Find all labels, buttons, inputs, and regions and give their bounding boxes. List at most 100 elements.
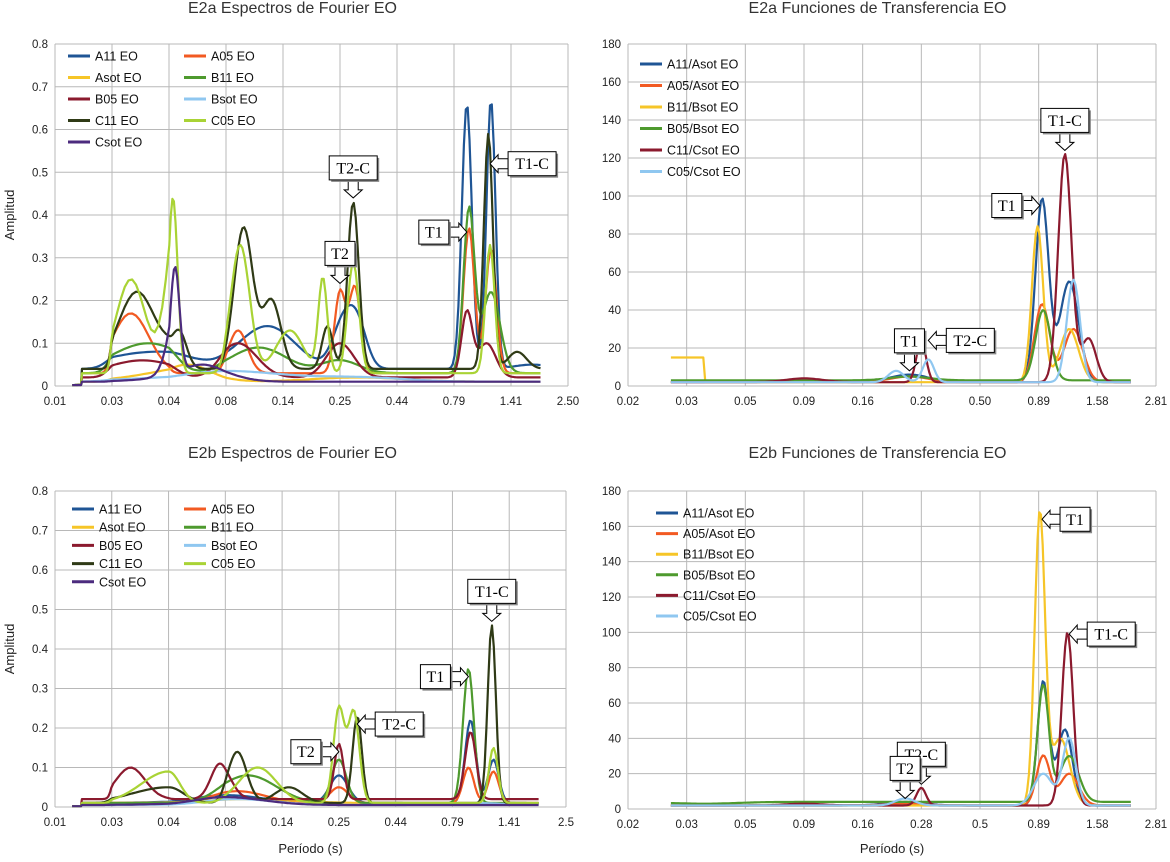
chart-title: E2a Espectros de Fourier EO bbox=[188, 0, 397, 17]
y-tick-label: 0.3 bbox=[32, 253, 48, 265]
annotation-arrow bbox=[1041, 508, 1061, 530]
legend-label: A11/Asot EO bbox=[667, 58, 739, 72]
legend-label: B05/Bsot EO bbox=[683, 568, 756, 582]
y-tick-label: 20 bbox=[608, 343, 621, 355]
y-tick-label: 0.3 bbox=[32, 684, 48, 696]
series-line-a11-eo bbox=[72, 103, 541, 387]
annotation-callout: T2-C bbox=[927, 327, 997, 355]
series-line-csot-eo bbox=[72, 796, 539, 808]
x-tick-label: 0.89 bbox=[1027, 396, 1049, 408]
annotations: T1-C T2-C T1 T2 bbox=[324, 151, 559, 285]
y-tick-label: 140 bbox=[602, 115, 621, 127]
annotation-callout: T1 bbox=[418, 219, 468, 247]
y-tick-label: 0 bbox=[615, 381, 621, 393]
x-tick-label: 0.5 bbox=[972, 819, 988, 831]
grid bbox=[54, 490, 567, 808]
series-line-csot-eo bbox=[72, 266, 541, 387]
annotation-arrow bbox=[489, 153, 509, 175]
series-line-c11-eo bbox=[72, 624, 539, 808]
legend-label: Csot EO bbox=[99, 575, 147, 589]
annotation-callout: T2 bbox=[889, 755, 923, 800]
x-tick-label: 0.08 bbox=[214, 817, 236, 829]
legend-label: Bsot EO bbox=[211, 93, 258, 107]
x-tick-label: 0.14 bbox=[271, 817, 294, 829]
series-line-c05-csot-eo bbox=[670, 278, 1131, 384]
legend-label: C05 EO bbox=[211, 557, 256, 571]
annotation-box bbox=[507, 151, 557, 177]
legend-label: A05 EO bbox=[211, 503, 255, 517]
x-tick-label: 0.02 bbox=[617, 819, 639, 831]
legend-label: C05 EO bbox=[211, 114, 256, 128]
annotation-arrow bbox=[1068, 623, 1088, 645]
annotation-box bbox=[945, 327, 995, 353]
annotations: T1-C T1 T2-C T1 bbox=[893, 107, 1091, 372]
annotation-callout: T2-C bbox=[328, 155, 380, 199]
series-line-c05-eo bbox=[72, 704, 539, 808]
series-line-b11-eo bbox=[72, 205, 541, 387]
series-line-b11-eo bbox=[72, 668, 539, 808]
panel-e2a-fourier: E2a Espectros de Fourier EO 0.01 0.03 0.04… bbox=[0, 0, 585, 431]
annotation-label: T2 bbox=[297, 744, 315, 761]
y-tick-label: 140 bbox=[602, 557, 621, 569]
annotation-callout: T1-C bbox=[1040, 107, 1091, 152]
legend-label: Asot EO bbox=[99, 521, 146, 535]
x-tick-label: 0.03 bbox=[675, 819, 697, 831]
annotation-box bbox=[324, 240, 356, 266]
x-tick-label: 0.01 bbox=[44, 396, 66, 408]
annotation-box bbox=[991, 193, 1023, 218]
y-tick-label: 60 bbox=[608, 267, 621, 279]
annotation-arrow bbox=[1054, 131, 1076, 152]
y-tick-label: 120 bbox=[602, 592, 621, 604]
y-tick-label: 160 bbox=[602, 521, 621, 533]
legend-label: Asot EO bbox=[95, 71, 142, 85]
y-tick-label: 40 bbox=[608, 305, 621, 317]
chart-e2b-transfer: 0.02 0.03 0.05 0.09 0.16 0.28 0.5 0.89 1.58 2.81 0… bbox=[602, 486, 1167, 856]
annotation-callout: T1-C bbox=[489, 151, 559, 178]
series-line-c05-csot-eo bbox=[670, 736, 1131, 807]
annotation-box bbox=[374, 711, 424, 737]
y-tick-label: 160 bbox=[602, 77, 621, 89]
chart-e2b-fourier: 0.01 0.03 0.04 0.08 0.14 0.25 0.44 0.79 1.41 2.5 0… bbox=[2, 486, 574, 856]
y-axis-label: Amplitud bbox=[2, 190, 17, 241]
x-tick-label: 0.05 bbox=[734, 396, 756, 408]
y-tick-label: 100 bbox=[602, 191, 621, 203]
legend-label: B05 EO bbox=[95, 93, 139, 107]
annotation-label: T2-C bbox=[382, 717, 416, 734]
x-tick-label: 1.58 bbox=[1086, 819, 1108, 831]
chart-title: E2b Funciones de Transferencia EO bbox=[748, 445, 1007, 462]
annotation-callout: T1-C bbox=[1068, 621, 1138, 649]
annotation-label: T1-C bbox=[515, 156, 549, 173]
y-tick-label: 100 bbox=[602, 627, 621, 639]
y-tick-label: 0.4 bbox=[32, 210, 49, 222]
y-tick-label: 80 bbox=[608, 229, 621, 241]
y-axis-label: Amplitud bbox=[2, 624, 17, 675]
y-tick-label: 0.5 bbox=[32, 167, 48, 179]
y-tick-label: 0.7 bbox=[32, 526, 48, 538]
y-tick-label: 180 bbox=[602, 39, 621, 51]
legend-label: B11 EO bbox=[211, 521, 254, 535]
y-tick-label: 0.2 bbox=[32, 723, 48, 735]
legend-label: B11 EO bbox=[211, 71, 254, 85]
x-tick-label: 0.03 bbox=[101, 396, 123, 408]
x-tick-label: 0.03 bbox=[101, 817, 123, 829]
y-tick-label: 20 bbox=[608, 769, 621, 781]
x-tick-label: 0.28 bbox=[910, 396, 932, 408]
x-tick-label: 0.04 bbox=[157, 817, 180, 829]
x-tick-label: 0.28 bbox=[910, 819, 932, 831]
x-tick-label: 2.81 bbox=[1145, 396, 1167, 408]
annotation-box bbox=[328, 155, 378, 181]
legend: A11/Asot EO A05/Asot EO B11/Bsot EO B05/Bso… bbox=[640, 58, 741, 179]
x-tick-label: 2.50 bbox=[557, 396, 579, 408]
x-tick-label: 0.44 bbox=[386, 396, 409, 408]
x-tick-label: 0.50 bbox=[969, 396, 991, 408]
annotation-label: T1 bbox=[425, 225, 443, 242]
legend-label: B11/Bsot EO bbox=[667, 101, 739, 115]
y-tick-label: 0.5 bbox=[32, 605, 48, 617]
chart-title: E2a Funciones de Transferencia EO bbox=[748, 0, 1007, 17]
legend-label: C05/Csot EO bbox=[667, 165, 741, 179]
legend-label: B05 EO bbox=[99, 539, 143, 553]
y-tick-label: 40 bbox=[608, 733, 621, 745]
x-tick-label: 0.08 bbox=[215, 396, 237, 408]
